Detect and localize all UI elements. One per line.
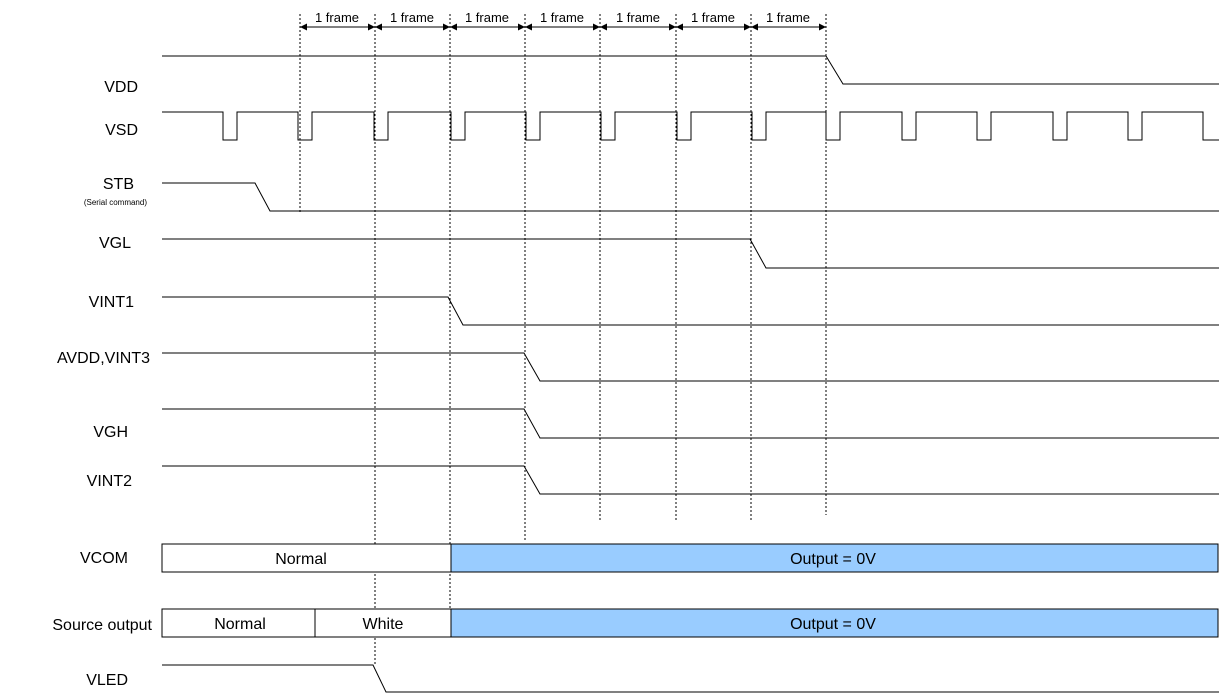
vgh-waveform <box>162 408 1219 439</box>
signal-label-vint1: VINT1 <box>89 294 134 311</box>
source-output-bar: Normal White Output = 0V <box>161 608 1219 638</box>
vled-waveform <box>162 664 1219 693</box>
source-output-segment <box>450 608 1219 638</box>
signal-label-vsd: VSD <box>105 122 138 139</box>
vcom-output-segment <box>450 543 1219 573</box>
signal-label-vint2: VINT2 <box>87 473 132 490</box>
vcom-bar: Normal Output = 0V <box>161 543 1219 573</box>
stb-waveform <box>162 182 1219 212</box>
vgl-waveform <box>162 238 1219 269</box>
source-white-label: White <box>363 616 404 633</box>
signal-label-vcom: VCOM <box>80 550 128 567</box>
source-output-label: Output = 0V <box>790 616 876 633</box>
signal-label-vled: VLED <box>86 672 128 689</box>
signal-label-vgh: VGH <box>93 424 128 441</box>
vint2-waveform <box>162 465 1219 495</box>
signal-labels: VDD VSD STB (Serial command) VGL VINT1 A… <box>52 79 152 689</box>
frame-label: 1 frame <box>465 10 509 25</box>
frame-label: 1 frame <box>390 10 434 25</box>
vcom-output-label: Output = 0V <box>790 551 876 568</box>
avdd-vint3-waveform <box>162 352 1219 382</box>
vsd-waveform <box>162 111 1219 141</box>
vint1-waveform <box>162 296 1219 326</box>
frame-label: 1 frame <box>766 10 810 25</box>
signal-label-avdd-vint3: AVDD,VINT3 <box>57 350 150 367</box>
frame-label: 1 frame <box>540 10 584 25</box>
frame-label: 1 frame <box>691 10 735 25</box>
vdd-waveform <box>162 55 1219 85</box>
signal-label-source-output: Source output <box>52 617 152 634</box>
source-normal-label: Normal <box>214 616 266 633</box>
frame-label: 1 frame <box>315 10 359 25</box>
vcom-normal-segment <box>161 543 452 573</box>
frame-label: 1 frame <box>616 10 660 25</box>
signal-label-stb: STB <box>103 176 134 193</box>
signal-label-vdd: VDD <box>104 79 138 96</box>
waveforms <box>162 55 1219 693</box>
source-white-segment <box>314 608 452 638</box>
frame-intervals: 1 frame 1 frame 1 frame 1 frame 1 frame … <box>300 10 826 31</box>
signal-label-vgl: VGL <box>99 235 131 252</box>
frame-guide-lines <box>299 14 827 665</box>
vcom-normal-label: Normal <box>275 551 327 568</box>
signal-sublabel-stb: (Serial command) <box>84 198 147 207</box>
